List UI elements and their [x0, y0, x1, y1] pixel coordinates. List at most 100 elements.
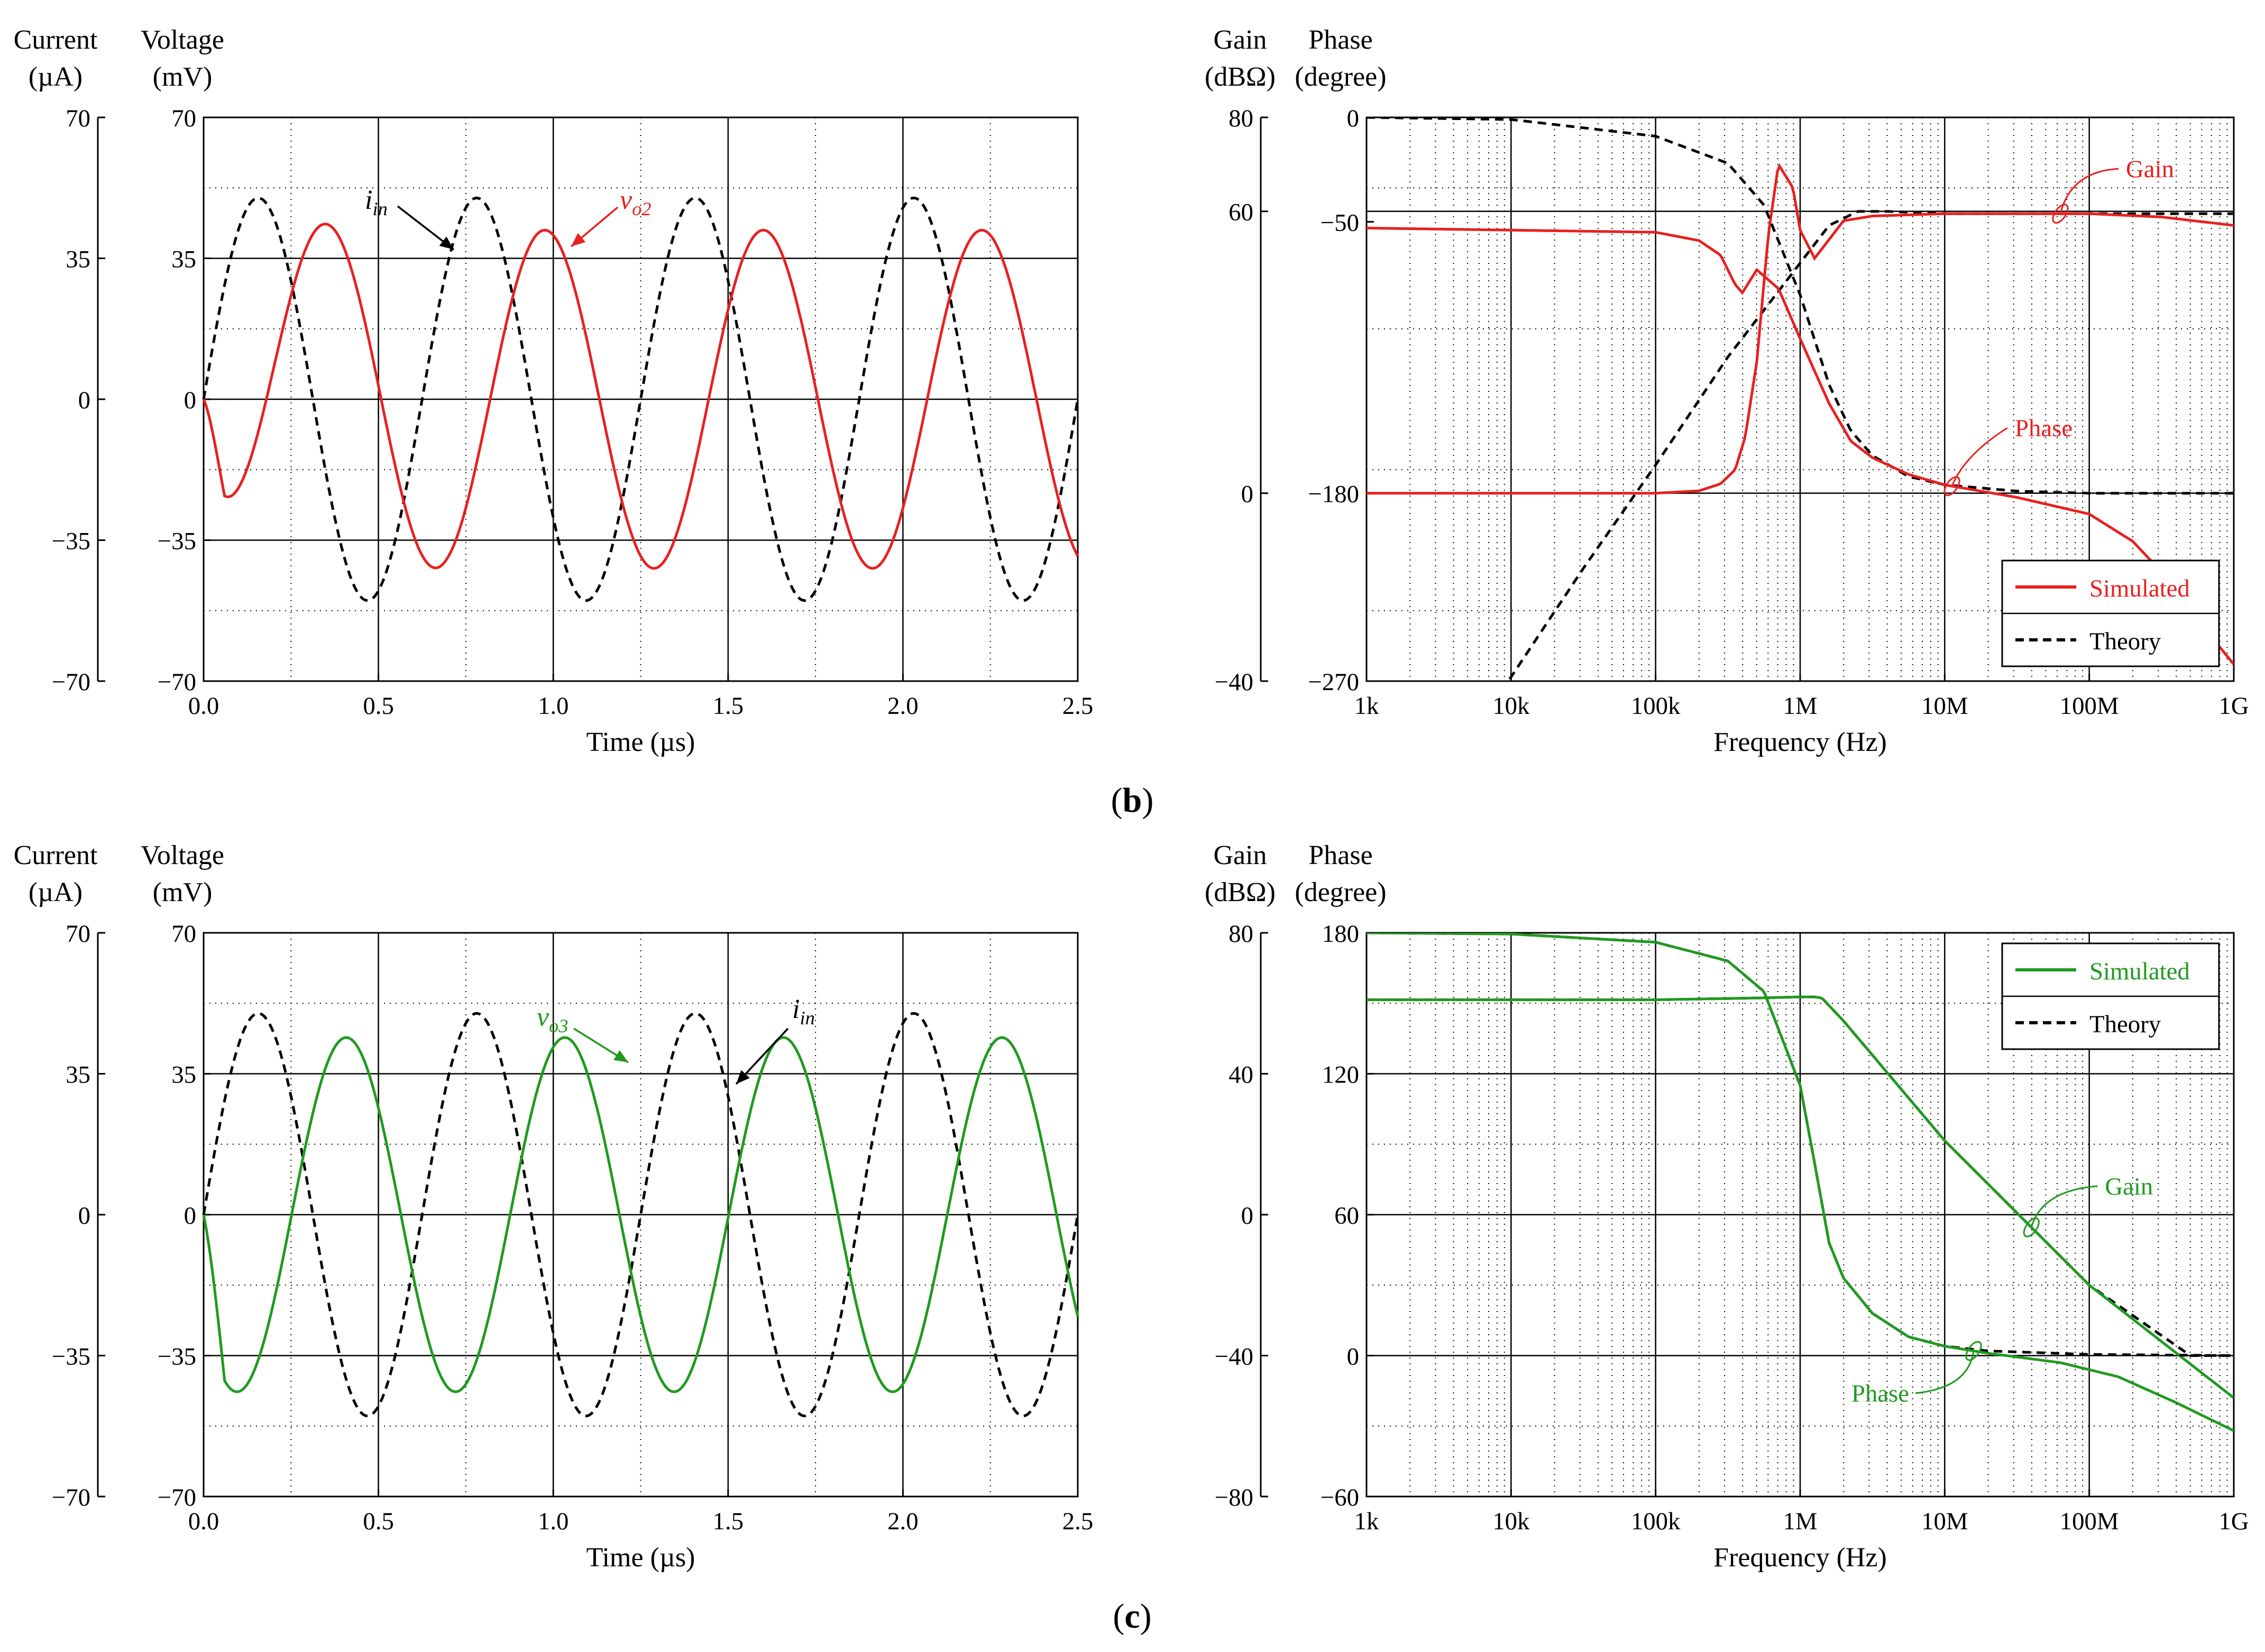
series-label-i_in: iin: [792, 994, 815, 1029]
x-tick-label: 1M: [1783, 692, 1817, 720]
x-tick-label: 1k: [1354, 692, 1379, 720]
series-line-gain-simulated-: [1367, 995, 2234, 1399]
x-tick-label: 10M: [1921, 692, 1968, 720]
current-tick-label: 0: [78, 1202, 90, 1229]
series-line-phase-theory-: [1367, 117, 2234, 495]
voltage-tick-label: 0: [184, 387, 196, 414]
x-axis-label: Frequency (Hz): [1713, 1543, 1887, 1573]
annotation-gain: Gain: [2105, 1173, 2153, 1200]
x-tick-label: 1.5: [713, 692, 744, 720]
x-axis-label: Time (µs): [586, 1543, 695, 1573]
right-axis-unit: (mV): [153, 62, 213, 92]
left-axis-title: Gain: [1213, 25, 1267, 55]
label-arrowhead: [571, 233, 585, 246]
series-line-phase-simulated-: [1367, 226, 2234, 665]
series-line-phase-simulated-: [1367, 933, 2234, 1432]
x-tick-label: 1G: [2218, 1508, 2249, 1535]
x-tick-label: 0.5: [363, 1508, 394, 1535]
current-tick-label: −35: [52, 528, 90, 555]
x-tick-label: 2.0: [887, 692, 919, 720]
legend-label-simulated: Simulated: [2089, 575, 2190, 602]
series-line-v_o2: [202, 223, 1079, 570]
right-axis-title: Phase: [1308, 25, 1372, 55]
current-tick-label: 70: [66, 105, 90, 132]
phase-tick-label: −180: [1308, 481, 1359, 508]
left-axis-unit: (µA): [29, 877, 82, 907]
right-axis-unit: (degree): [1295, 877, 1386, 907]
gain-tick-label: −40: [1215, 1343, 1253, 1371]
annotation-phase: Phase: [2015, 415, 2073, 442]
right-axis-title: Voltage: [141, 25, 224, 55]
gain-tick-label: −40: [1215, 668, 1253, 696]
right-axis-unit: (degree): [1295, 62, 1386, 92]
series-line-gain-simulated-: [1367, 163, 2234, 495]
phase-tick-label: 0: [1347, 105, 1359, 132]
series-line-i_in: [202, 196, 1079, 602]
panel-label-b: (b): [1111, 781, 1154, 820]
voltage-tick-label: 35: [171, 246, 196, 273]
current-tick-label: −70: [52, 1484, 90, 1511]
x-tick-label: 100k: [1631, 692, 1681, 720]
annotation-leader: [2030, 1185, 2098, 1228]
annotation-marker: [1965, 1341, 1982, 1361]
gain-tick-label: 0: [1241, 481, 1253, 508]
x-tick-label: 10M: [1921, 1508, 1968, 1535]
current-tick-label: 35: [66, 1061, 90, 1089]
annotation-leader: [1951, 427, 2008, 487]
left-axis-title: Gain: [1213, 840, 1267, 870]
x-tick-label: 0.0: [188, 692, 219, 720]
x-tick-label: 100M: [2060, 692, 2119, 720]
series-label-v_o3: vo3: [537, 1002, 568, 1036]
legend-label-theory: Theory: [2089, 1011, 2161, 1038]
label-arrowhead: [613, 1050, 628, 1062]
x-tick-label: 10k: [1492, 692, 1530, 720]
right-axis-title: Voltage: [141, 840, 224, 870]
gain-tick-label: 80: [1228, 105, 1253, 132]
phase-tick-label: 180: [1322, 920, 1359, 948]
current-tick-label: 0: [78, 387, 90, 414]
gain-tick-label: 60: [1228, 199, 1253, 226]
right-axis-unit: (mV): [153, 877, 213, 907]
right-axis-title: Phase: [1308, 840, 1372, 870]
current-tick-label: −35: [52, 1343, 90, 1371]
annotation-marker: [2052, 204, 2069, 224]
x-tick-label: 0.5: [363, 692, 394, 720]
voltage-tick-label: −35: [158, 528, 196, 555]
voltage-tick-label: −70: [158, 1484, 196, 1511]
left-axis-unit: (µA): [29, 62, 82, 92]
x-tick-label: 0.0: [188, 1508, 219, 1535]
x-tick-label: 100M: [2060, 1508, 2119, 1535]
voltage-tick-label: 70: [171, 920, 196, 948]
x-axis-label: Time (µs): [586, 727, 695, 757]
voltage-tick-label: 0: [184, 1202, 196, 1229]
phase-tick-label: 0: [1347, 1343, 1359, 1371]
current-tick-label: 35: [66, 246, 90, 273]
current-tick-label: 70: [66, 920, 90, 948]
x-tick-label: 2.0: [887, 1508, 919, 1535]
left-axis-unit: (dBΩ): [1205, 62, 1276, 92]
annotation-leader: [2059, 168, 2119, 214]
series-label-v_o2: vo2: [620, 185, 651, 219]
phase-tick-label: −270: [1308, 668, 1359, 696]
x-tick-label: 100k: [1631, 1508, 1681, 1535]
x-tick-label: 1M: [1783, 1508, 1817, 1535]
annotation-leader: [1915, 1351, 1975, 1394]
x-tick-label: 1G: [2218, 692, 2249, 720]
series-line-i_in: [202, 1012, 1079, 1418]
label-arrowhead: [736, 1070, 750, 1084]
x-tick-label: 1.0: [538, 692, 569, 720]
x-tick-label: 2.5: [1062, 692, 1094, 720]
x-tick-label: 1.5: [713, 1508, 744, 1535]
voltage-tick-label: −35: [158, 1343, 196, 1371]
series-line-v_o3: [202, 1036, 1079, 1393]
gain-tick-label: −80: [1215, 1484, 1253, 1511]
legend-label-simulated: Simulated: [2089, 958, 2190, 985]
voltage-tick-label: −70: [158, 668, 196, 696]
left-axis-title: Current: [14, 25, 98, 55]
voltage-tick-label: 70: [171, 105, 196, 132]
annotation-gain: Gain: [2126, 155, 2174, 183]
